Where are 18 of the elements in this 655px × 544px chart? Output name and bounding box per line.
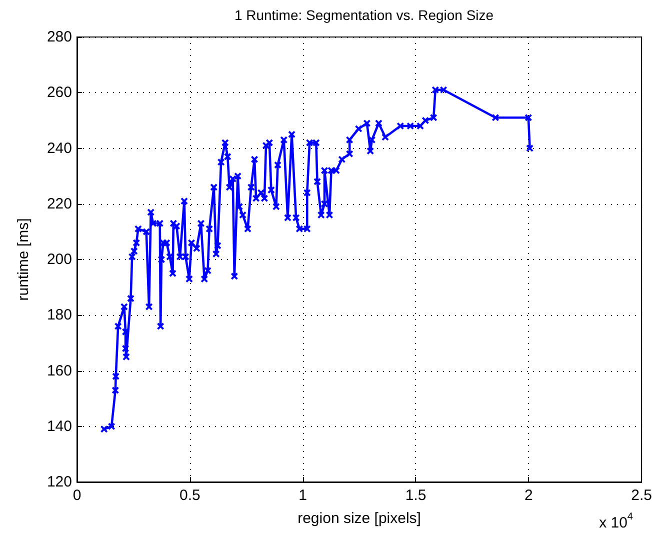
x-tick-label: 1 xyxy=(298,487,307,504)
y-tick-label: 260 xyxy=(46,84,72,102)
x-tick-label: 0 xyxy=(72,487,82,504)
y-tick-label: 220 xyxy=(46,195,72,212)
y-tick-label: 160 xyxy=(46,362,72,380)
x-tick-label: 1.5 xyxy=(405,487,426,504)
chart-title: 1 Runtime: Segmentation vs. Region Size xyxy=(234,7,494,23)
y-tick-label: 200 xyxy=(46,251,72,268)
x-axis-title: region size [pixels] xyxy=(298,510,421,527)
y-axis-title: runtime [ms] xyxy=(15,218,32,301)
y-tick-label: 280 xyxy=(46,28,72,46)
x-tick-label: 0.5 xyxy=(179,487,200,504)
y-tick-label: 120 xyxy=(46,474,72,490)
y-tick-label: 240 xyxy=(46,140,72,157)
x-tick-label: 2.5 xyxy=(631,487,652,504)
x-tick-label: 2 xyxy=(524,487,533,504)
y-tick-label: 140 xyxy=(46,418,72,435)
y-tick-label: 180 xyxy=(46,306,72,324)
